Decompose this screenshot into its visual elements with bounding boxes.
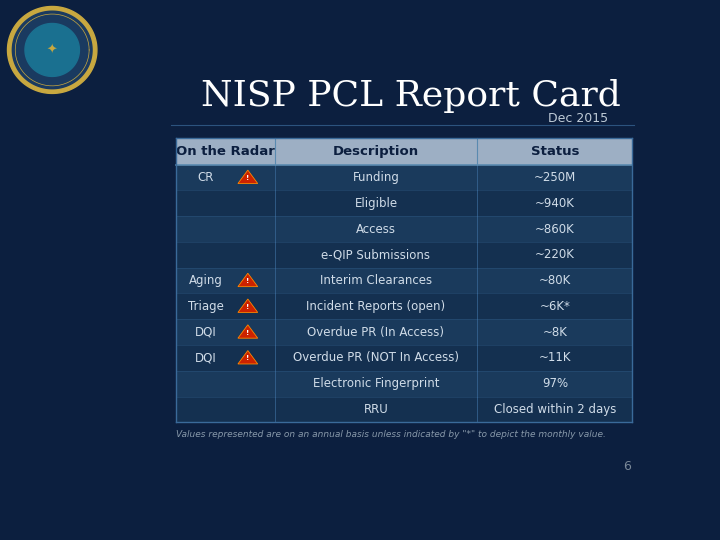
- Text: ~11K: ~11K: [539, 352, 571, 365]
- Text: e-QIP Submissions: e-QIP Submissions: [321, 248, 431, 261]
- Text: ✦: ✦: [47, 43, 58, 57]
- Polygon shape: [238, 299, 258, 313]
- Text: Funding: Funding: [353, 171, 400, 184]
- Text: Triage: Triage: [188, 300, 224, 313]
- FancyBboxPatch shape: [176, 319, 632, 345]
- Text: Status: Status: [531, 145, 579, 158]
- Text: NISP PCL Report Card: NISP PCL Report Card: [201, 79, 621, 113]
- Text: ~6K*: ~6K*: [539, 300, 570, 313]
- Text: Dec 2015: Dec 2015: [548, 112, 608, 125]
- Text: !: !: [246, 329, 249, 335]
- Text: On the Radar: On the Radar: [176, 145, 275, 158]
- Text: ~80K: ~80K: [539, 274, 571, 287]
- Polygon shape: [238, 325, 258, 338]
- Polygon shape: [238, 350, 258, 364]
- FancyBboxPatch shape: [176, 293, 632, 319]
- FancyBboxPatch shape: [176, 268, 632, 294]
- Text: 97%: 97%: [542, 377, 568, 390]
- Text: Description: Description: [333, 145, 419, 158]
- Text: Access: Access: [356, 222, 396, 235]
- Text: DQI: DQI: [195, 326, 217, 339]
- Text: ~940K: ~940K: [535, 197, 575, 210]
- Text: Aging: Aging: [189, 274, 223, 287]
- Text: !: !: [246, 175, 249, 181]
- FancyBboxPatch shape: [176, 345, 632, 371]
- Polygon shape: [238, 170, 258, 184]
- Text: ~250M: ~250M: [534, 171, 576, 184]
- Text: Interim Clearances: Interim Clearances: [320, 274, 432, 287]
- FancyBboxPatch shape: [176, 191, 632, 216]
- Polygon shape: [12, 11, 92, 89]
- FancyBboxPatch shape: [176, 396, 632, 422]
- Text: CR: CR: [198, 171, 214, 184]
- Text: 6: 6: [624, 460, 631, 473]
- Text: Incident Reports (open): Incident Reports (open): [307, 300, 446, 313]
- Polygon shape: [238, 273, 258, 287]
- FancyBboxPatch shape: [176, 165, 632, 191]
- FancyBboxPatch shape: [176, 216, 632, 242]
- Text: ~220K: ~220K: [535, 248, 575, 261]
- Text: !: !: [246, 304, 249, 310]
- Text: Overdue PR (NOT In Access): Overdue PR (NOT In Access): [293, 352, 459, 365]
- FancyBboxPatch shape: [176, 371, 632, 396]
- Text: Values represented are on an annual basis unless indicated by "*" to depict the : Values represented are on an annual basi…: [176, 430, 606, 439]
- Text: !: !: [246, 278, 249, 284]
- Polygon shape: [7, 6, 97, 93]
- FancyBboxPatch shape: [176, 138, 632, 165]
- Text: ~8K: ~8K: [542, 326, 567, 339]
- Text: Closed within 2 days: Closed within 2 days: [494, 403, 616, 416]
- Text: ~860K: ~860K: [535, 222, 575, 235]
- Text: !: !: [246, 355, 249, 361]
- Text: Electronic Fingerprint: Electronic Fingerprint: [312, 377, 439, 390]
- Text: DQI: DQI: [195, 352, 217, 365]
- Text: Overdue PR (In Access): Overdue PR (In Access): [307, 326, 444, 339]
- Text: Eligible: Eligible: [354, 197, 397, 210]
- Text: RRU: RRU: [364, 403, 388, 416]
- Polygon shape: [25, 24, 79, 76]
- FancyBboxPatch shape: [176, 242, 632, 268]
